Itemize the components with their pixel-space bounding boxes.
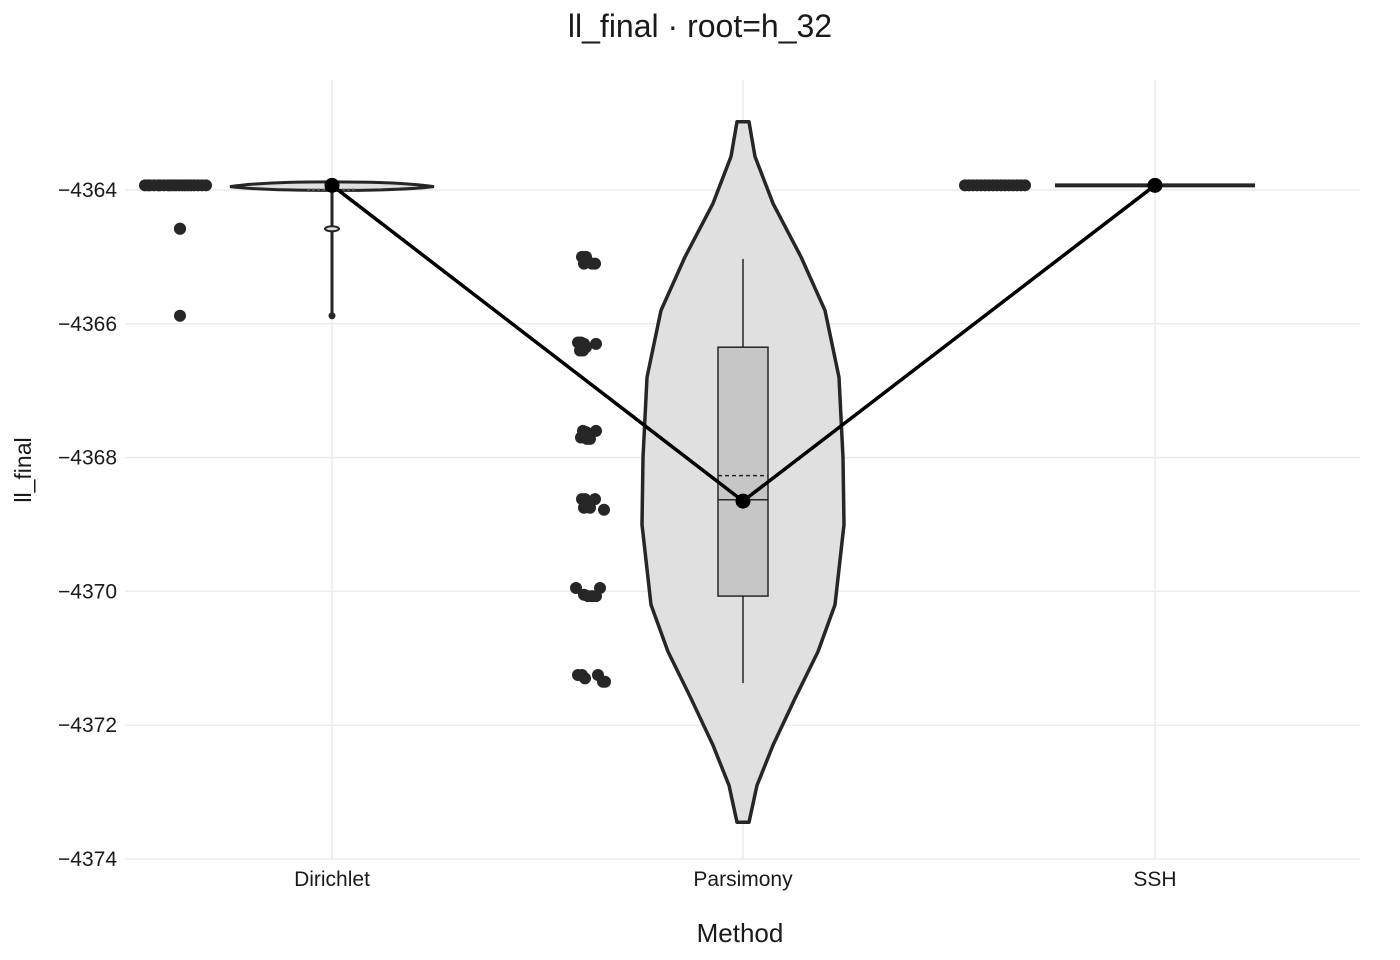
mean-marker	[1147, 177, 1163, 193]
mean-marker	[324, 177, 340, 193]
y-tick-label: −4374	[58, 848, 117, 871]
data-point	[584, 501, 596, 514]
mean-trend	[324, 177, 1163, 509]
data-point	[174, 222, 186, 235]
data-point	[579, 672, 591, 685]
y-tick-label: −4364	[58, 179, 117, 202]
y-tick-label: −4372	[58, 714, 117, 737]
data-point	[590, 424, 602, 437]
y-tick-label: −4366	[58, 313, 117, 336]
data-point	[599, 675, 611, 688]
data-point	[590, 337, 602, 350]
x-axis-label: Method	[696, 918, 784, 948]
data-point	[589, 493, 601, 506]
x-tick-label: Dirichlet	[294, 868, 370, 891]
mean-marker	[735, 493, 751, 509]
data-point	[570, 582, 582, 595]
data-point	[200, 179, 212, 192]
box-parsimony	[717, 346, 769, 597]
boxplots	[307, 188, 769, 684]
y-tick-label: −4368	[58, 447, 117, 470]
data-point	[598, 503, 610, 516]
violin-dirichlet-bulge	[324, 225, 340, 233]
y-axis-ticks: −4364 −4366 −4368 −4370 −4372 −4374	[58, 179, 117, 871]
x-tick-label: Parsimony	[693, 868, 793, 891]
violin-dirichlet-bottom	[328, 312, 336, 320]
data-point	[577, 344, 589, 357]
jitter-points	[139, 179, 1031, 688]
x-axis-ticks: Dirichlet Parsimony SSH	[294, 868, 1177, 891]
data-point	[174, 309, 186, 322]
data-point	[1019, 179, 1031, 192]
data-point	[594, 582, 606, 595]
y-tick-label: −4370	[58, 580, 117, 603]
data-point	[589, 257, 601, 270]
chart-title: ll_final · root=h_32	[567, 8, 833, 44]
x-tick-label: SSH	[1133, 868, 1176, 891]
